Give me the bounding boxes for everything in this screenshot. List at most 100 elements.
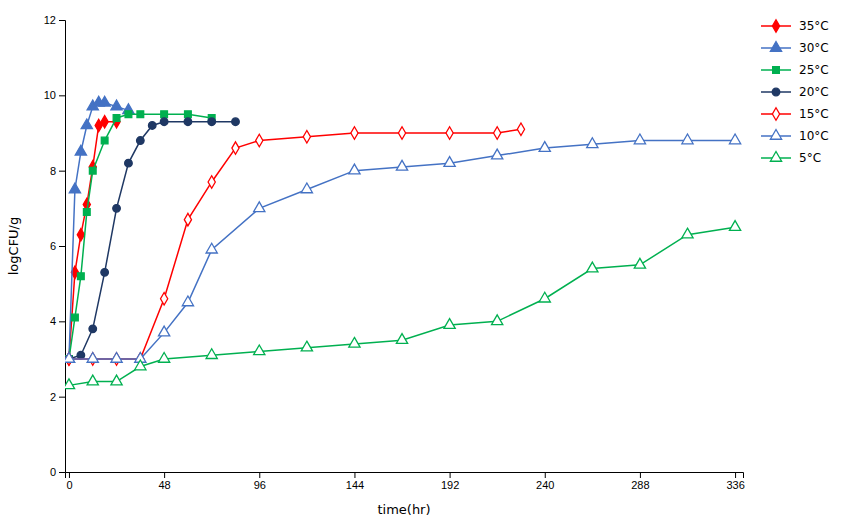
point <box>301 341 312 351</box>
point <box>492 315 503 325</box>
y-axis-tick-mark <box>59 472 65 473</box>
y-axis-tick-mark <box>59 397 65 398</box>
y-axis-tick: 4 <box>50 315 65 327</box>
point <box>113 115 120 122</box>
chart: 04896144192240288336024681012time(hr)log… <box>0 0 863 527</box>
legend-label: 15°C <box>799 107 829 121</box>
x-axis-tick-mark <box>640 472 641 478</box>
x-axis-tick: 144 <box>346 472 364 491</box>
point <box>729 134 740 144</box>
point <box>161 111 168 118</box>
point <box>184 118 192 126</box>
point <box>729 221 740 231</box>
y-axis-tick-mark <box>59 95 65 96</box>
point <box>137 111 144 118</box>
y-axis-tick: 2 <box>50 391 65 403</box>
point <box>303 131 310 143</box>
point <box>634 258 645 268</box>
x-axis-tick-label: 48 <box>158 479 170 491</box>
point <box>254 345 265 355</box>
x-axis-tick: 192 <box>441 472 459 491</box>
point <box>75 145 86 155</box>
point <box>398 127 405 139</box>
line <box>69 103 128 359</box>
point <box>682 228 693 238</box>
legend-swatch-marker <box>772 20 779 32</box>
marks <box>65 96 741 388</box>
point <box>232 118 240 126</box>
legend-item: 35°C <box>761 19 829 33</box>
x-axis-tick-label: 192 <box>441 479 459 491</box>
y-axis-tick-label: 0 <box>50 466 56 478</box>
legend-item: 5°C <box>761 151 821 165</box>
legend-label: 35°C <box>799 19 829 33</box>
legend-label: 30°C <box>799 41 829 55</box>
point <box>446 127 453 139</box>
x-axis-title: time(hr) <box>377 502 430 517</box>
series <box>66 111 215 363</box>
x-axis-tick: 288 <box>631 472 649 491</box>
point <box>101 137 108 144</box>
x-axis-tick-label: 96 <box>254 479 266 491</box>
x-axis-tick-mark <box>69 472 70 478</box>
legend-swatch-marker <box>773 67 780 74</box>
x-axis-tick: 48 <box>158 472 170 491</box>
y-axis: 0 2 4 6 8 10 12 <box>44 14 66 478</box>
point <box>87 375 98 385</box>
y-axis-tick-label: 12 <box>44 14 56 26</box>
x-axis-tick-label: 336 <box>726 479 744 491</box>
point <box>77 228 84 240</box>
x-axis-line <box>66 473 744 479</box>
point <box>301 183 312 193</box>
legend: 35°C30°C25°C20°C15°C10°C5°C <box>761 19 829 165</box>
legend-item: 30°C <box>761 41 829 55</box>
point <box>83 209 90 216</box>
point <box>254 202 265 212</box>
point <box>125 159 133 167</box>
legend-swatch-marker <box>772 88 780 96</box>
point <box>65 352 75 362</box>
point <box>135 360 146 370</box>
point <box>113 205 121 213</box>
point <box>158 326 169 336</box>
plot: 0 48 96 144 192 2 4 0 288 336 0 2 4 6 8 10 12 <box>44 14 745 491</box>
point <box>185 111 192 118</box>
point <box>682 134 693 144</box>
line <box>69 227 735 385</box>
point <box>517 123 524 135</box>
point <box>492 149 503 159</box>
y-axis-tick-label: 10 <box>44 89 56 101</box>
point <box>232 142 239 154</box>
point <box>125 111 132 118</box>
series <box>65 134 741 362</box>
y-axis-tick-mark <box>59 171 65 172</box>
point <box>444 157 455 167</box>
point <box>396 334 407 344</box>
point <box>101 115 108 127</box>
series <box>65 118 239 363</box>
x-axis-tick-mark <box>450 472 451 478</box>
point <box>101 269 109 277</box>
point <box>99 96 110 106</box>
y-axis-tick-label: 2 <box>50 391 56 403</box>
y-axis-tick: 6 <box>50 240 65 252</box>
legend-item: 20°C <box>761 85 829 99</box>
point <box>587 262 598 272</box>
point <box>208 176 215 188</box>
series <box>65 96 134 362</box>
line <box>69 114 212 359</box>
y-axis-tick: 8 <box>50 165 65 177</box>
point <box>77 351 85 359</box>
point <box>161 292 168 304</box>
x-axis-tick-label: 288 <box>631 479 649 491</box>
point <box>137 137 145 145</box>
x-axis-tick: 0 <box>66 472 72 491</box>
y-axis-tick: 0 <box>50 466 65 478</box>
point <box>396 160 407 170</box>
legend-swatch-marker <box>770 129 781 139</box>
point <box>65 379 75 389</box>
series <box>65 221 741 389</box>
point <box>444 319 455 329</box>
legend-label: 10°C <box>799 129 829 143</box>
point <box>587 138 598 148</box>
